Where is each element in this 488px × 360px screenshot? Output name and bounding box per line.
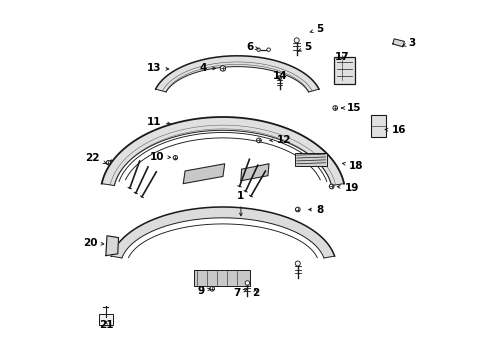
Text: 10: 10 [150, 152, 170, 162]
Text: 12: 12 [269, 135, 291, 145]
Circle shape [332, 106, 337, 111]
FancyBboxPatch shape [194, 270, 249, 286]
FancyBboxPatch shape [99, 314, 113, 325]
Text: 7: 7 [233, 288, 246, 298]
FancyBboxPatch shape [370, 115, 386, 137]
Text: 14: 14 [272, 71, 286, 81]
Circle shape [220, 66, 225, 71]
Text: 15: 15 [341, 103, 361, 113]
Circle shape [295, 207, 300, 212]
Text: 16: 16 [384, 125, 405, 135]
Text: 5: 5 [309, 24, 323, 34]
Text: 18: 18 [342, 161, 363, 171]
Text: 20: 20 [83, 238, 103, 248]
Text: 5: 5 [298, 42, 310, 52]
Text: 6: 6 [246, 42, 259, 52]
Circle shape [256, 138, 261, 143]
Text: 8: 8 [308, 204, 323, 215]
Circle shape [277, 76, 281, 80]
Circle shape [328, 184, 333, 189]
Circle shape [173, 156, 177, 160]
Text: 1: 1 [237, 191, 244, 216]
Text: 4: 4 [199, 63, 215, 73]
Text: 2: 2 [251, 288, 258, 298]
Text: 17: 17 [334, 52, 348, 62]
FancyBboxPatch shape [333, 57, 355, 84]
Circle shape [295, 261, 300, 266]
Polygon shape [111, 207, 334, 258]
Circle shape [209, 287, 214, 291]
Circle shape [266, 48, 270, 51]
Text: 21: 21 [99, 320, 113, 330]
Text: 22: 22 [85, 153, 106, 163]
Text: 9: 9 [197, 286, 210, 296]
Circle shape [256, 48, 260, 51]
Circle shape [244, 281, 249, 285]
Text: 19: 19 [337, 183, 358, 193]
FancyBboxPatch shape [294, 153, 326, 166]
Polygon shape [155, 56, 318, 92]
Text: 3: 3 [402, 38, 415, 48]
Text: 13: 13 [146, 63, 168, 73]
Polygon shape [392, 39, 404, 47]
Circle shape [294, 38, 299, 43]
Polygon shape [183, 164, 224, 184]
Polygon shape [241, 164, 268, 181]
Circle shape [106, 161, 110, 165]
Text: 11: 11 [146, 117, 170, 127]
Polygon shape [106, 236, 118, 256]
Polygon shape [102, 117, 344, 185]
